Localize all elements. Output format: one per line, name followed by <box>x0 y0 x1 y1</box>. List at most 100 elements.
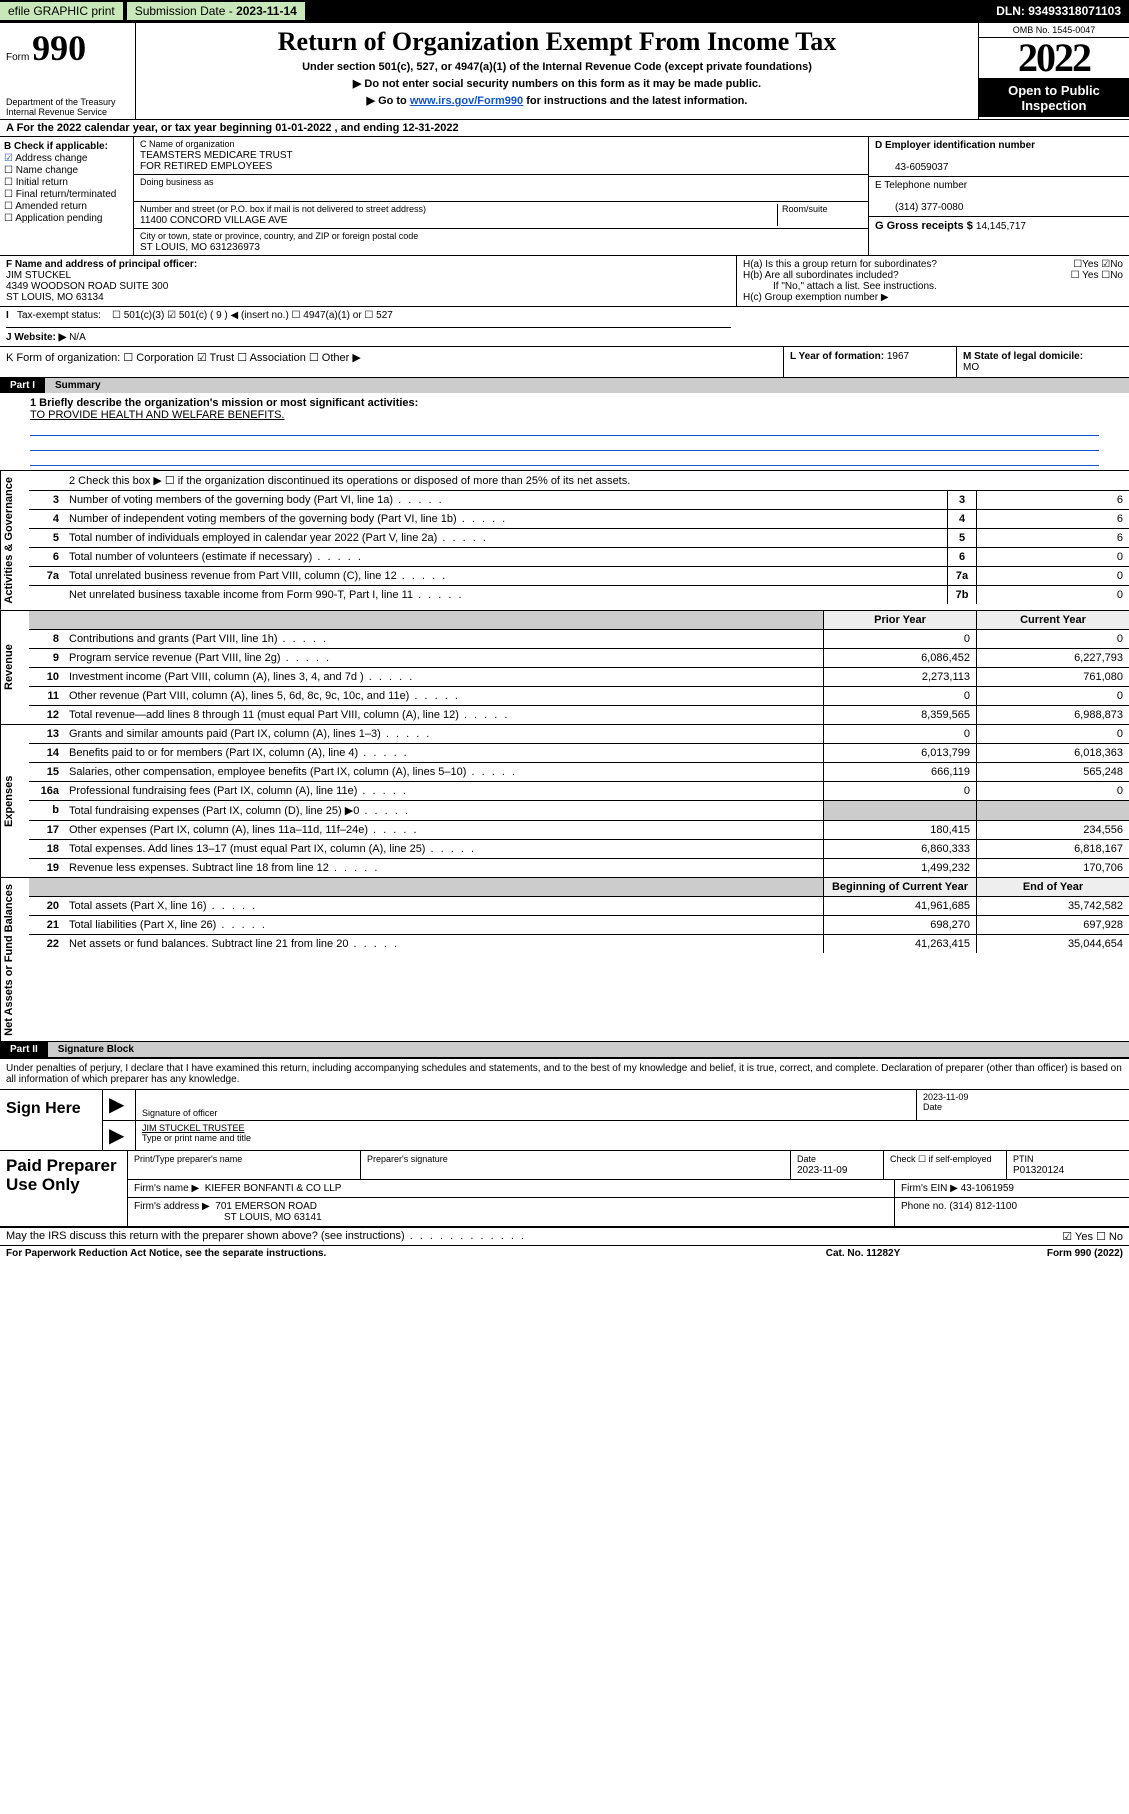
row-num: 8 <box>29 630 65 648</box>
summary-row: 16aProfessional fundraising fees (Part I… <box>29 781 1129 800</box>
subtitle-2a: ▶ Do not enter social security numbers o… <box>142 77 972 90</box>
type-name-lbl: Type or print name and title <box>142 1133 251 1143</box>
summary-row: 8Contributions and grants (Part VIII, li… <box>29 629 1129 648</box>
row-num: b <box>29 801 65 820</box>
row-box: 5 <box>947 529 976 547</box>
k-lbl: K Form of organization: ☐ Corporation ☑ … <box>0 347 783 377</box>
firm-phone: (314) 812-1100 <box>949 1201 1017 1212</box>
row-val: 0 <box>976 586 1129 604</box>
gross-lbl: G Gross receipts $ <box>875 220 976 232</box>
row-num: 22 <box>29 935 65 953</box>
tax-status-row: I Tax-exempt status: ☐ 501(c)(3) ☑ 501(c… <box>0 307 1129 347</box>
row-prior: 180,415 <box>823 821 976 839</box>
sign-here-block: Sign Here ▶ Signature of officer 2023-11… <box>0 1090 1129 1151</box>
row-desc: Total unrelated business revenue from Pa… <box>65 567 947 585</box>
mission-text: TO PROVIDE HEALTH AND WELFARE BENEFITS. <box>30 409 1099 421</box>
row-num: 18 <box>29 840 65 858</box>
ha-q: H(a) Is this a group return for subordin… <box>743 259 937 270</box>
sign-arrow-icon: ▶ <box>103 1090 136 1120</box>
summary-row: 7aTotal unrelated business revenue from … <box>29 566 1129 585</box>
paid-lbl: Paid Preparer Use Only <box>0 1151 128 1226</box>
sig-of-officer-lbl: Signature of officer <box>142 1108 217 1118</box>
hb-q: H(b) Are all subordinates included? <box>743 270 899 281</box>
mission-lbl: 1 Briefly describe the organization's mi… <box>30 397 418 409</box>
row-desc: Net assets or fund balances. Subtract li… <box>65 935 823 953</box>
row-current: 565,248 <box>976 763 1129 781</box>
sign-here-lbl: Sign Here <box>0 1090 103 1150</box>
part2-label: Part II <box>0 1042 48 1057</box>
officer-group-row: F Name and address of principal officer:… <box>0 256 1129 307</box>
summary-row: 19Revenue less expenses. Subtract line 1… <box>29 858 1129 877</box>
row-current: 0 <box>976 725 1129 743</box>
goto-pre: ▶ Go to <box>367 95 410 107</box>
part1-title: Summary <box>45 378 1129 393</box>
i-lbl: Tax-exempt status: <box>17 310 101 321</box>
row-current: 6,018,363 <box>976 744 1129 762</box>
row-val: 0 <box>976 567 1129 585</box>
summary-row: 13Grants and similar amounts paid (Part … <box>29 725 1129 743</box>
row-num: 15 <box>29 763 65 781</box>
tax-period: A For the 2022 calendar year, or tax yea… <box>0 119 1129 137</box>
row-desc: Total expenses. Add lines 13–17 (must eq… <box>65 840 823 858</box>
dba-lbl: Doing business as <box>140 177 214 187</box>
subtitle-1: Under section 501(c), 527, or 4947(a)(1)… <box>142 61 972 73</box>
firm-ein: 43-1061959 <box>961 1183 1014 1194</box>
self-emp-lbl: Check ☐ if self-employed <box>884 1151 1007 1179</box>
street-addr: 11400 CONCORD VILLAGE AVE <box>140 215 287 226</box>
row-box: 3 <box>947 491 976 509</box>
part2-title: Signature Block <box>48 1042 1129 1057</box>
ha-yn: ☐Yes ☑No <box>1073 259 1123 270</box>
check-item: Initial return <box>4 177 129 188</box>
check-item: Application pending <box>4 213 129 224</box>
footer-right: Form 990 (2022) <box>963 1248 1123 1259</box>
line2: 2 Check this box ▶ ☐ if the organization… <box>65 471 1129 490</box>
row-num: 6 <box>29 548 65 566</box>
gross-val: 14,145,717 <box>976 221 1026 232</box>
dept-treasury: Department of the Treasury Internal Reve… <box>6 97 131 117</box>
main-title: Return of Organization Exempt From Incom… <box>142 27 972 57</box>
summary-section: Activities & Governance2 Check this box … <box>0 471 1129 611</box>
title-box: Return of Organization Exempt From Incom… <box>136 23 978 119</box>
sig-intro: Under penalties of perjury, I declare th… <box>0 1057 1129 1090</box>
ptin-val: P01320124 <box>1013 1165 1064 1176</box>
phone-val: (314) 377-0080 <box>875 202 963 213</box>
mission-block: 1 Briefly describe the organization's mi… <box>0 393 1129 471</box>
check-item: Amended return <box>4 201 129 212</box>
form-word: Form <box>6 52 29 63</box>
part1-header: Part I Summary <box>0 378 1129 393</box>
firm-phone-lbl: Phone no. <box>901 1201 949 1212</box>
sig-date-lbl: Date <box>923 1102 942 1112</box>
shade-cell <box>976 801 1129 820</box>
row-prior: 0 <box>823 725 976 743</box>
summary-row: 3Number of voting members of the governi… <box>29 490 1129 509</box>
org-info: C Name of organization TEAMSTERS MEDICAR… <box>134 137 868 255</box>
firm-ein-lbl: Firm's EIN ▶ <box>901 1183 961 1194</box>
hb-yn: ☐ Yes ☐No <box>1071 270 1123 281</box>
row-desc: Other expenses (Part IX, column (A), lin… <box>65 821 823 839</box>
row-box: 7b <box>947 586 976 604</box>
irs-link[interactable]: www.irs.gov/Form990 <box>410 95 523 107</box>
row-prior: 1,499,232 <box>823 859 976 877</box>
summary-row: 17Other expenses (Part IX, column (A), l… <box>29 820 1129 839</box>
row-current: 761,080 <box>976 668 1129 686</box>
summary-row: 11Other revenue (Part VIII, column (A), … <box>29 686 1129 705</box>
officer-name: JIM STUCKEL <box>6 270 71 281</box>
summary-row: 14Benefits paid to or for members (Part … <box>29 743 1129 762</box>
check-applicable: B Check if applicable: Address changeNam… <box>0 137 134 255</box>
efile-topbar: efile GRAPHIC print Submission Date - 20… <box>0 0 1129 22</box>
row-current: 35,742,582 <box>976 897 1129 915</box>
check-item: Name change <box>4 165 129 176</box>
row-box: 6 <box>947 548 976 566</box>
part2-header: Part II Signature Block <box>0 1042 1129 1057</box>
row-num: 7a <box>29 567 65 585</box>
section-vlabel: Net Assets or Fund Balances <box>0 878 29 1042</box>
section-vlabel: Revenue <box>0 611 29 724</box>
row-desc: Contributions and grants (Part VIII, lin… <box>65 630 823 648</box>
row-desc: Total liabilities (Part X, line 26) <box>65 916 823 934</box>
row-desc: Total number of volunteers (estimate if … <box>65 548 947 566</box>
row-current: 0 <box>976 782 1129 800</box>
sub-date-val: 2023-11-14 <box>236 4 297 18</box>
shade-cell <box>823 801 976 820</box>
row-num: 11 <box>29 687 65 705</box>
row-val: 6 <box>976 491 1129 509</box>
